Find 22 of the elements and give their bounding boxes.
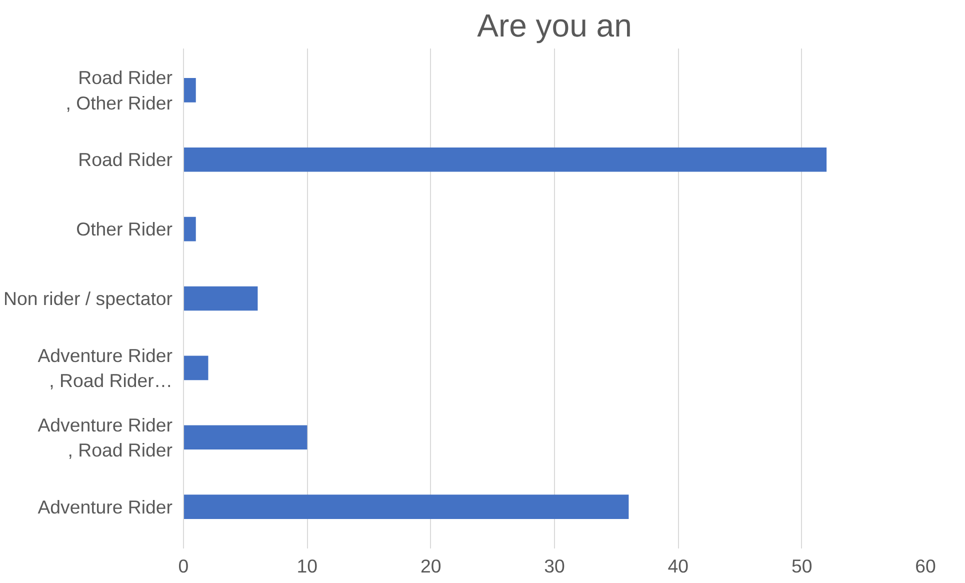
y-tick-label: Adventure Rider	[38, 496, 172, 518]
bar	[184, 147, 827, 172]
bar	[184, 286, 258, 311]
bar	[184, 78, 196, 102]
y-tick-label: Other Rider	[76, 218, 173, 240]
x-tick-label: 60	[915, 556, 936, 576]
y-tick-label: Adventure Rider , Road Rider…	[38, 344, 172, 392]
bar	[184, 216, 196, 242]
bar	[184, 356, 208, 380]
y-tick-label: Adventure Rider , Road Rider	[38, 414, 172, 460]
bar	[184, 425, 308, 450]
y-tick-label: Road Rider , Other Rider	[66, 67, 173, 114]
x-tick-label: 10	[296, 556, 318, 576]
chart-title: Are you an	[477, 8, 632, 44]
y-tick-label: Non rider / spectator	[3, 288, 173, 309]
x-tick-label: 20	[420, 556, 442, 576]
x-tick-label: 30	[544, 556, 565, 576]
y-tick-label: Road Rider	[78, 149, 173, 170]
bar	[184, 494, 629, 519]
x-tick-label: 50	[791, 556, 812, 576]
x-tick-label: 0	[178, 556, 189, 576]
x-tick-label: 40	[668, 556, 689, 576]
